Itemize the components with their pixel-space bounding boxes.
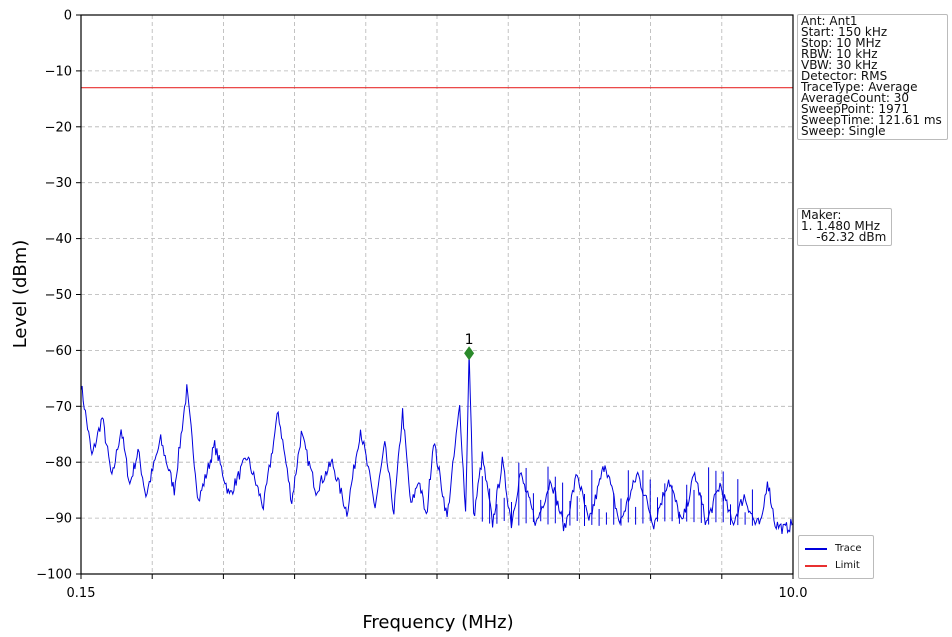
- y-tick-label: −10: [45, 64, 72, 79]
- trace-line: [80, 351, 794, 535]
- y-tick-label: −80: [45, 456, 72, 471]
- settings-line: AverageCount: 30: [801, 91, 910, 105]
- x-axis-ticks: 0.15 10.0: [67, 574, 808, 601]
- settings-line: Stop: 10 MHz: [801, 36, 881, 50]
- marker-readout-box: Maker: 1. 1.480 MHz -62.32 dBm: [797, 208, 892, 246]
- legend-label: Trace: [835, 543, 862, 554]
- legend-item: Trace: [805, 540, 867, 557]
- legend-swatch: [805, 547, 827, 550]
- settings-line: SweepPoint: 1971: [801, 102, 910, 116]
- y-tick-label: −90: [45, 512, 72, 527]
- legend-swatch: [805, 564, 827, 567]
- chart-legend: Trace Limit: [798, 535, 874, 579]
- y-tick-label: −70: [45, 400, 72, 415]
- settings-line: VBW: 30 kHz: [801, 58, 878, 72]
- marker-readout-line: Maker:: [801, 208, 842, 222]
- x-tick-label: 0.15: [67, 586, 96, 601]
- marker-readout-line: 1. 1.480 MHz: [801, 219, 881, 233]
- peak-marker: 1: [464, 332, 475, 361]
- y-tick-label: −20: [45, 120, 72, 135]
- settings-line: RBW: 10 kHz: [801, 47, 878, 61]
- y-axis-title: Level (dBm): [10, 240, 31, 349]
- y-tick-label: −100: [36, 568, 72, 583]
- marker-readout-line: -62.32 dBm: [801, 230, 887, 244]
- y-tick-label: −60: [45, 344, 72, 359]
- legend-item: Limit: [805, 557, 867, 574]
- marker-label: 1: [465, 332, 474, 348]
- measurement-settings-box: Ant: Ant1 Start: 150 kHz Stop: 10 MHz RBW: …: [797, 14, 948, 140]
- settings-line: Sweep: Single: [801, 124, 886, 138]
- settings-line: Start: 150 kHz: [801, 25, 888, 39]
- y-tick-label: −30: [45, 176, 72, 191]
- marker-diamond: [464, 346, 475, 361]
- trace-series: [80, 351, 794, 535]
- settings-line: SweepTime: 121.61 ms: [801, 113, 942, 127]
- grid-lines: [81, 14, 793, 575]
- x-axis-title: Frequency (MHz): [362, 612, 513, 633]
- x-tick-label: 10.0: [779, 586, 808, 601]
- settings-line: TraceType: Average: [801, 80, 918, 94]
- settings-line: Ant: Ant1: [801, 14, 858, 28]
- y-axis-ticks: 0 −10 −20 −30 −40 −50 −60 −70 −80 −90 −100: [36, 9, 81, 583]
- y-tick-label: 0: [64, 9, 72, 24]
- y-tick-label: −40: [45, 232, 72, 247]
- settings-line: Detector: RMS: [801, 69, 888, 83]
- y-tick-label: −50: [45, 288, 72, 303]
- legend-label: Limit: [835, 560, 860, 571]
